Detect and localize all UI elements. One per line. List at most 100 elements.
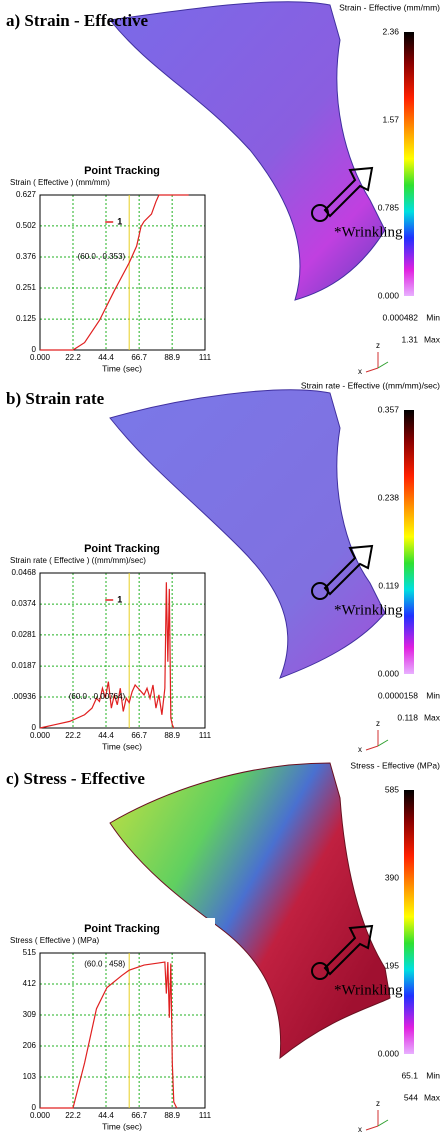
- min-value: 65.1: [401, 1070, 418, 1080]
- colorbar-tick-label: 390: [385, 872, 399, 882]
- axis-label: x: [358, 1125, 362, 1133]
- min-value: 0.0000158: [378, 690, 418, 700]
- y-tick-label: 0.251: [16, 283, 37, 292]
- axis-triad: [378, 1120, 388, 1126]
- x-tick-label: 66.7: [131, 353, 147, 362]
- point-annotation: (60.0 , 0.00764): [69, 692, 126, 701]
- panel-title: c) Stress - Effective: [6, 769, 145, 788]
- min-label: Min: [426, 1070, 440, 1080]
- axis-triad: [378, 362, 388, 368]
- y-tick-label: 515: [23, 948, 37, 957]
- y-axis-label: Strain rate ( Effective ) ((mm/mm)/sec): [10, 556, 146, 565]
- colorbar-tick-label: 0.000: [378, 290, 400, 300]
- colorbar-tick-label: 0.000: [378, 668, 400, 678]
- colorbar-tick-label: 0.785: [378, 202, 400, 212]
- colorbar-tick-label: 1.57: [382, 115, 399, 125]
- y-tick-label: 0.0374: [12, 599, 37, 608]
- y-tick-label: 0.0468: [12, 568, 37, 577]
- panel: a) Strain - Effective Strain - Effective …: [0, 2, 441, 376]
- page: {"panels": [ {"title": "a) Strain - Effe…: [0, 0, 444, 1133]
- colorbar-title: Strain - Effective (mm/mm): [339, 2, 440, 12]
- colorbar-title: Strain rate - Effective ((mm/mm)/sec): [301, 380, 440, 390]
- axis-label: z: [376, 1099, 380, 1108]
- chart-title: Point Tracking: [84, 923, 160, 935]
- x-tick-label: 22.2: [65, 731, 81, 740]
- x-axis-label: Time (sec): [102, 741, 142, 751]
- colorbar-tick-label: 0.000: [378, 1048, 400, 1058]
- min-value: 0.000482: [383, 312, 419, 322]
- x-tick-label: 0.000: [30, 1111, 51, 1120]
- max-label: Max: [424, 334, 441, 344]
- max-value: 1.31: [401, 334, 418, 344]
- axis-triad: [366, 368, 378, 372]
- annotation: *Wrinkling: [334, 224, 403, 240]
- axis-label: x: [358, 367, 362, 376]
- x-tick-label: 44.4: [98, 1111, 114, 1120]
- axis-label: z: [376, 719, 380, 728]
- panel: b) Strain rate Strain rate - Effective ((…: [0, 380, 441, 754]
- y-tick-label: 0.376: [16, 252, 37, 261]
- y-tick-label: 0.627: [16, 190, 37, 199]
- y-tick-label: 309: [23, 1010, 37, 1019]
- y-tick-label: 103: [23, 1072, 37, 1081]
- axis-label: z: [376, 341, 380, 350]
- y-tick-label: .00936: [12, 692, 37, 701]
- colorbar-tick-label: 0.238: [378, 492, 400, 502]
- x-tick-label: 88.9: [164, 731, 180, 740]
- x-tick-label: 66.7: [131, 1111, 147, 1120]
- colorbar-tick-label: 2.36: [382, 26, 399, 36]
- colorbar-tick-label: 0.357: [378, 404, 400, 414]
- annotation: *Wrinkling: [334, 602, 403, 618]
- max-value: 544: [404, 1092, 418, 1102]
- x-tick-label: 88.9: [164, 1111, 180, 1120]
- x-tick-label: 66.7: [131, 731, 147, 740]
- y-tick-label: 0.502: [16, 221, 37, 230]
- x-tick-label: 44.4: [98, 731, 114, 740]
- colorbar-tick-label: 0.119: [378, 580, 399, 590]
- colorbar-tick-label: 195: [385, 960, 399, 970]
- x-tick-label: 22.2: [65, 353, 81, 362]
- min-label: Min: [426, 690, 440, 700]
- annotation: *Wrinkling: [334, 982, 403, 998]
- x-tick-label: 22.2: [65, 1111, 81, 1120]
- chart-title: Point Tracking: [84, 165, 160, 177]
- max-value: 0.118: [397, 712, 418, 722]
- axis-triad: [366, 1126, 378, 1130]
- y-tick-label: 412: [23, 979, 37, 988]
- y-axis-label: Stress ( Effective ) (MPa): [10, 936, 100, 945]
- x-tick-label: 111: [199, 353, 212, 362]
- axis-triad: [366, 746, 378, 750]
- colorbar-tick-label: 585: [385, 784, 399, 794]
- x-tick-label: 44.4: [98, 353, 114, 362]
- y-tick-label: 0.0281: [12, 630, 37, 639]
- min-label: Min: [426, 312, 440, 322]
- chart-title: Point Tracking: [84, 543, 160, 555]
- panel: c) Stress - Effective Stress - Effective …: [0, 760, 441, 1133]
- y-tick-label: 206: [23, 1041, 37, 1050]
- colorbar: [404, 32, 414, 296]
- colorbar: [404, 410, 414, 674]
- max-label: Max: [424, 1092, 441, 1102]
- legend-label: 1: [117, 216, 122, 226]
- y-axis-label: Strain ( Effective ) (mm/mm): [10, 178, 110, 187]
- x-tick-label: 88.9: [164, 353, 180, 362]
- x-axis-label: Time (sec): [102, 1121, 142, 1131]
- x-tick-label: 0.000: [30, 353, 51, 362]
- x-tick-label: 111: [199, 1111, 212, 1120]
- legend-label: 1: [117, 594, 122, 604]
- y-tick-label: 0.125: [16, 314, 37, 323]
- max-label: Max: [424, 712, 441, 722]
- figure: a) Strain - Effective Strain - Effective …: [0, 0, 444, 1133]
- axis-label: x: [358, 745, 362, 754]
- point-annotation: (60.0 , 458): [84, 959, 125, 968]
- y-tick-label: 0.0187: [12, 661, 37, 670]
- x-axis-label: Time (sec): [102, 363, 142, 373]
- colorbar: [404, 790, 414, 1054]
- x-tick-label: 111: [199, 731, 212, 740]
- x-tick-label: 0.000: [30, 731, 51, 740]
- panel-title: a) Strain - Effective: [6, 11, 149, 30]
- point-annotation: (60.0 , 0.353): [78, 252, 126, 261]
- panel-title: b) Strain rate: [6, 389, 105, 408]
- colorbar-title: Stress - Effective (MPa): [350, 760, 440, 770]
- axis-triad: [378, 740, 388, 746]
